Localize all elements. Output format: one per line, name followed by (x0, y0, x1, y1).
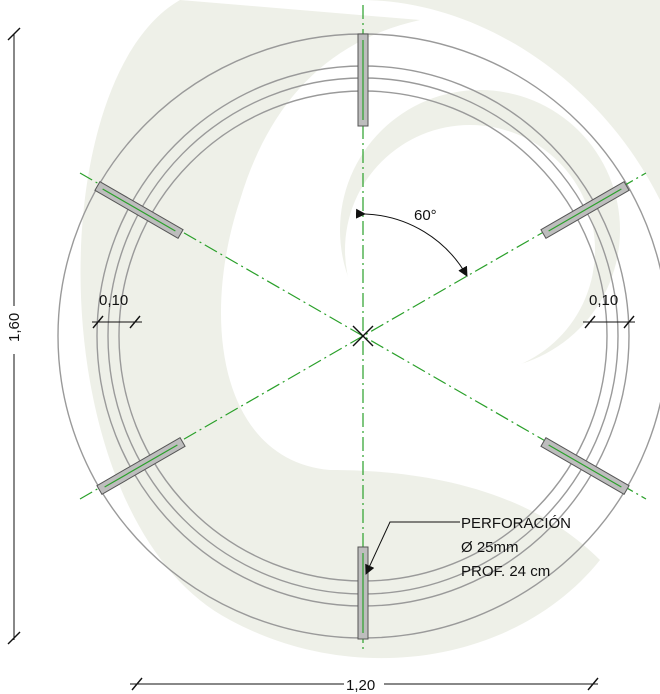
anchor-plate-top (357, 33, 369, 127)
anchor-plate-lower-left (96, 436, 186, 496)
drilling-note: PERFORACIÓN Ø 25mm PROF. 24 cm (365, 515, 571, 580)
left-gap-label: 0,10 (99, 292, 128, 309)
angle-arc (355, 208, 468, 277)
width-label: 1,20 (346, 677, 375, 694)
note-line-3: PROF. 24 cm (461, 563, 550, 580)
height-dimension: 1,60 (6, 27, 23, 645)
right-gap-dimension: 0,10 (583, 292, 635, 329)
anchor-plate-bottom (357, 546, 369, 640)
anchor-plate-upper-right (540, 180, 630, 240)
angle-annotation: 60° (355, 207, 468, 277)
angle-label: 60° (414, 207, 437, 224)
height-label: 1,60 (6, 313, 23, 342)
note-line-1: PERFORACIÓN (461, 515, 571, 532)
anchor-plates (94, 33, 630, 640)
note-leader (365, 521, 460, 575)
left-gap-dimension: 0,10 (92, 292, 142, 329)
anchor-plate-upper-left (94, 180, 184, 240)
width-dimension: 1,20 (130, 677, 599, 694)
right-gap-label: 0,10 (589, 292, 618, 309)
note-line-2: Ø 25mm (461, 539, 519, 556)
center-mark-b (352, 325, 374, 347)
anchor-plate-lower-right (540, 436, 630, 496)
